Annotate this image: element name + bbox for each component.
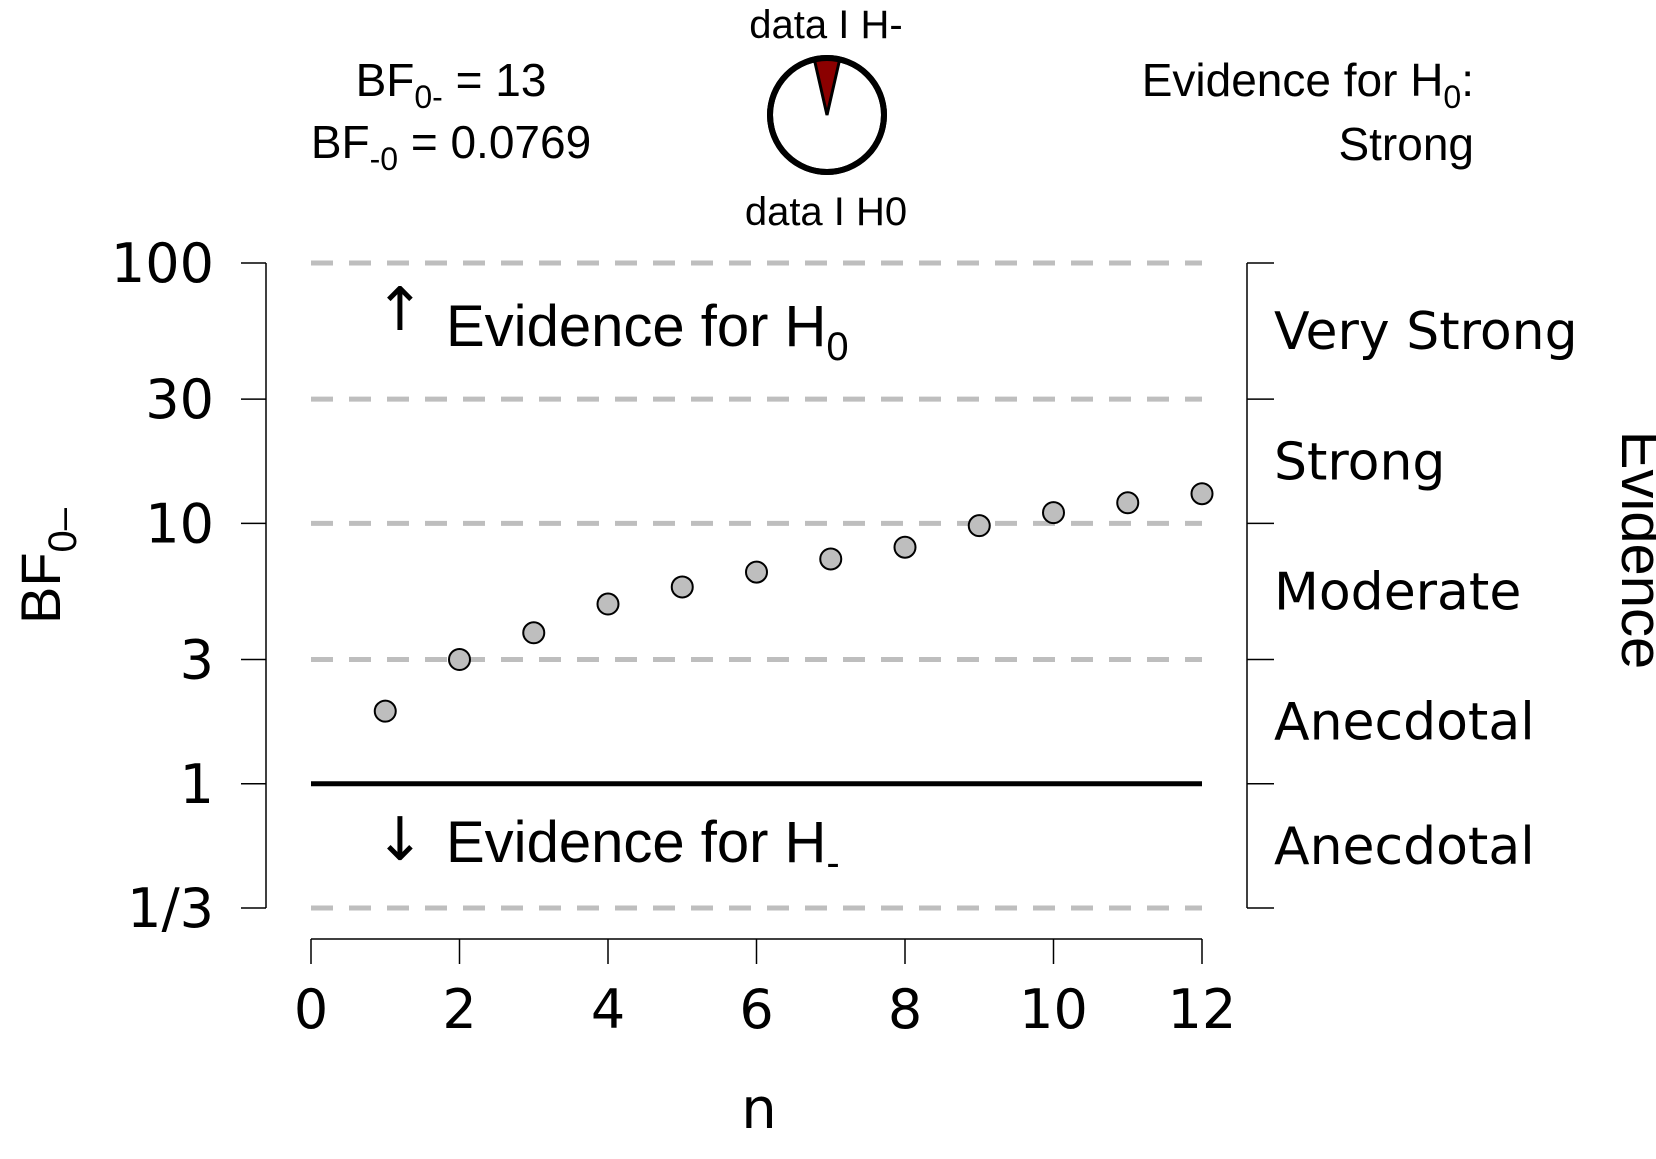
data-point: [1042, 501, 1065, 525]
data-points: [373, 482, 1214, 723]
y-axis: 1/3 1 3 10 30 100: [111, 232, 267, 940]
data-point: [1116, 491, 1140, 515]
evidence-category: Evidence for H0: Strong: [1142, 54, 1474, 170]
x-tick-label: 12: [1168, 978, 1237, 1041]
arrow-up-icon: ↑: [375, 275, 425, 345]
x-tick-label: 8: [888, 978, 922, 1041]
bf-inverse-text: BF-0 = 0.0769: [311, 116, 591, 177]
evidence-down-label: Evidence for H-: [446, 810, 840, 885]
x-axis-title: n: [741, 1077, 777, 1142]
y-tick-label: 1/3: [127, 877, 214, 940]
evidence-band-label: Strong: [1274, 432, 1445, 492]
data-point: [745, 560, 768, 584]
data-point: [893, 535, 917, 559]
data-point: [596, 592, 620, 616]
y-axis-title: BF0–: [9, 507, 85, 624]
evidence-axis: Very Strong Strong Moderate Anecdotal Anecdo…: [1246, 262, 1578, 909]
y-tick-label: 1: [180, 753, 214, 816]
y-tick-label: 100: [111, 232, 214, 295]
x-tick-label: 4: [591, 978, 625, 1041]
evidence-up-annotation: ↑ Evidence for H0: [375, 275, 849, 369]
evidence-level-text: Strong: [1338, 118, 1474, 170]
data-point: [448, 648, 471, 672]
right-axis-title: Evidence: [1609, 431, 1656, 670]
evidence-band-label: Anecdotal: [1274, 693, 1535, 753]
data-point: [967, 514, 991, 538]
pie-top-label: data I H-: [749, 3, 902, 47]
pie-outline: [767, 55, 887, 175]
y-tick-label: 10: [145, 492, 214, 555]
evidence-for-text: Evidence for H0:: [1142, 54, 1474, 115]
y-tick-label: 3: [180, 629, 214, 692]
bf-main-text: BF0- = 13: [356, 54, 547, 115]
evidence-band-label: Very Strong: [1274, 302, 1578, 362]
data-point: [522, 621, 546, 645]
bayes-factor-values: BF0- = 13 BF-0 = 0.0769: [311, 54, 591, 177]
evidence-up-label: Evidence for H0: [446, 294, 849, 369]
data-point: [819, 547, 843, 571]
x-tick-label: 2: [442, 978, 476, 1041]
x-tick-label: 6: [739, 978, 773, 1041]
x-tick-label: 10: [1019, 978, 1088, 1041]
data-point: [670, 575, 694, 599]
y-tick-label: 30: [145, 368, 214, 431]
probability-wheel: data I H- data I H0: [745, 3, 907, 234]
data-point: [373, 699, 397, 723]
data-point: [1190, 482, 1214, 506]
evidence-band-label: Moderate: [1274, 562, 1521, 622]
arrow-down-icon: ↓: [375, 805, 425, 875]
evidence-down-annotation: ↓ Evidence for H-: [375, 805, 840, 885]
evidence-band-label: Anecdotal: [1274, 817, 1535, 877]
x-tick-label: 0: [294, 978, 328, 1041]
x-axis: 0 2 4 6 8 10 12: [294, 938, 1237, 1041]
pie-bottom-label: data I H0: [745, 190, 907, 234]
